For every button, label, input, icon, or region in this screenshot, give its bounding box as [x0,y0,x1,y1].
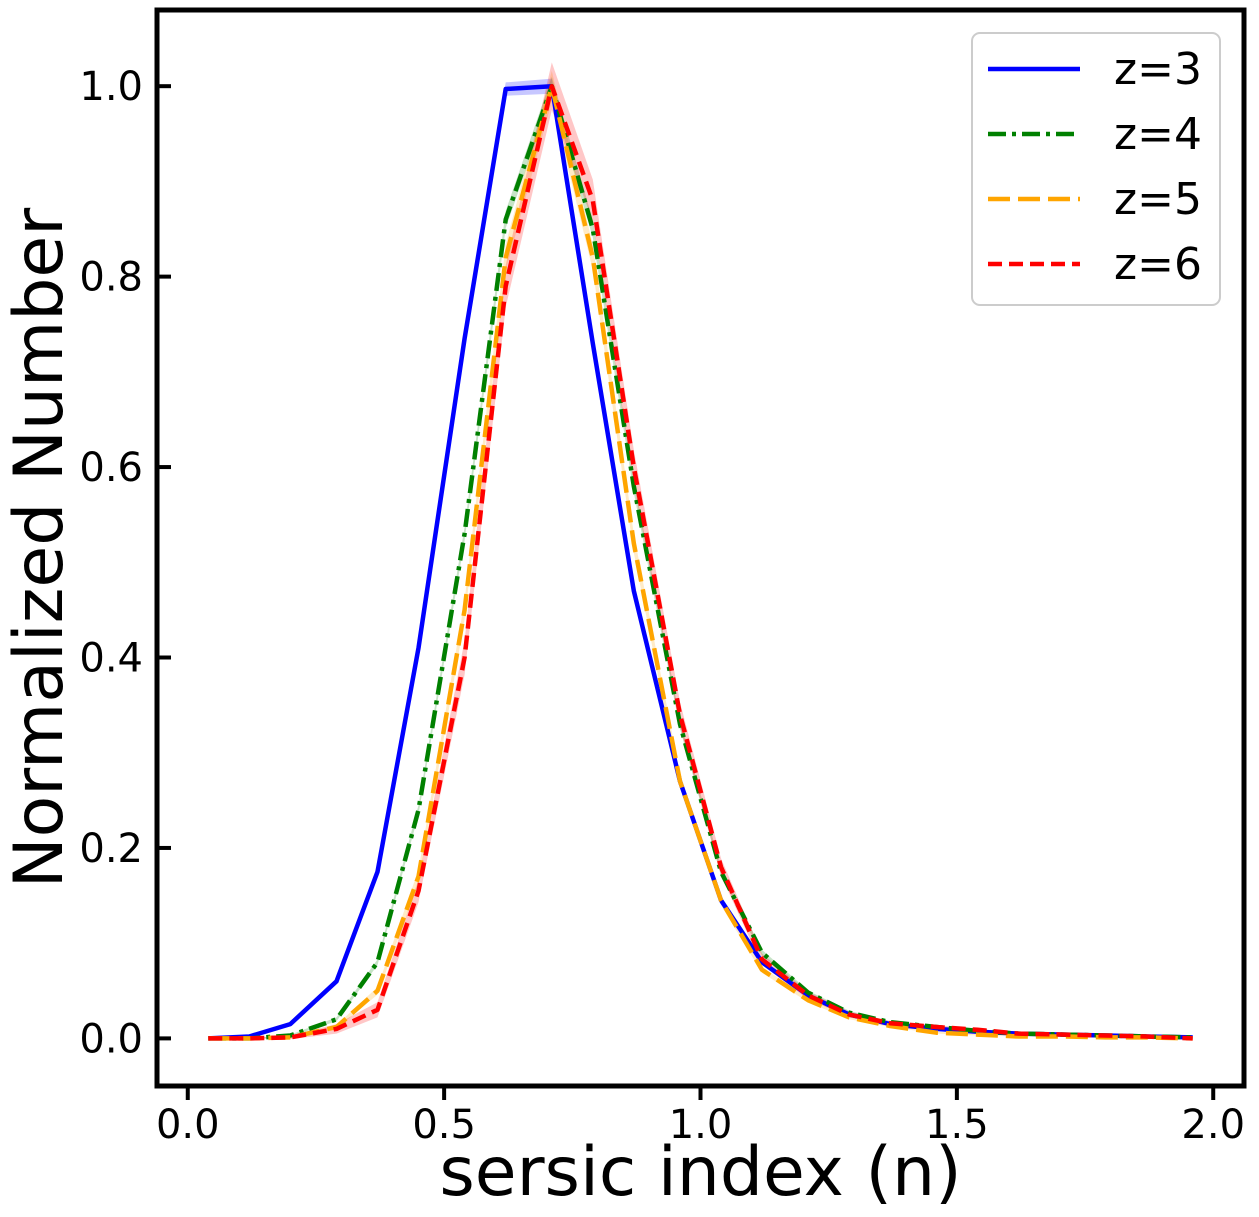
series-line-z5 [208,83,1193,1041]
x-tick-label: 0.5 [412,1102,476,1148]
x-tick-label: 1.0 [669,1102,733,1148]
legend-label-z6: z=6 [1114,239,1202,290]
x-tick-label: 0.0 [156,1102,220,1148]
plot-frame [154,7,1247,1089]
y-tick-label: 0.4 [79,636,143,682]
x-tick-label: 2.0 [1181,1102,1245,1148]
y-axis-label: Normalized Number [0,208,79,888]
y-tick-label: 1.0 [79,64,143,110]
series-lines [208,83,1193,1041]
y-tick-label: 0.8 [79,255,143,301]
legend-label-z4: z=4 [1114,109,1202,160]
x-axis-label: sersic index (n) [439,1133,961,1212]
legend-label-z5: z=5 [1114,174,1202,225]
series-line-z6 [208,83,1193,1041]
legend-label-z3: z=3 [1114,44,1202,95]
y-tick-label: 0.2 [79,826,143,872]
x-tick-label: 1.5 [925,1102,989,1148]
y-tick-label: 0.0 [79,1016,143,1062]
legend: z=3 z=4 z=5 z=6 [971,32,1221,306]
legend-box [971,32,1221,306]
y-tick-label: 0.6 [79,445,143,491]
